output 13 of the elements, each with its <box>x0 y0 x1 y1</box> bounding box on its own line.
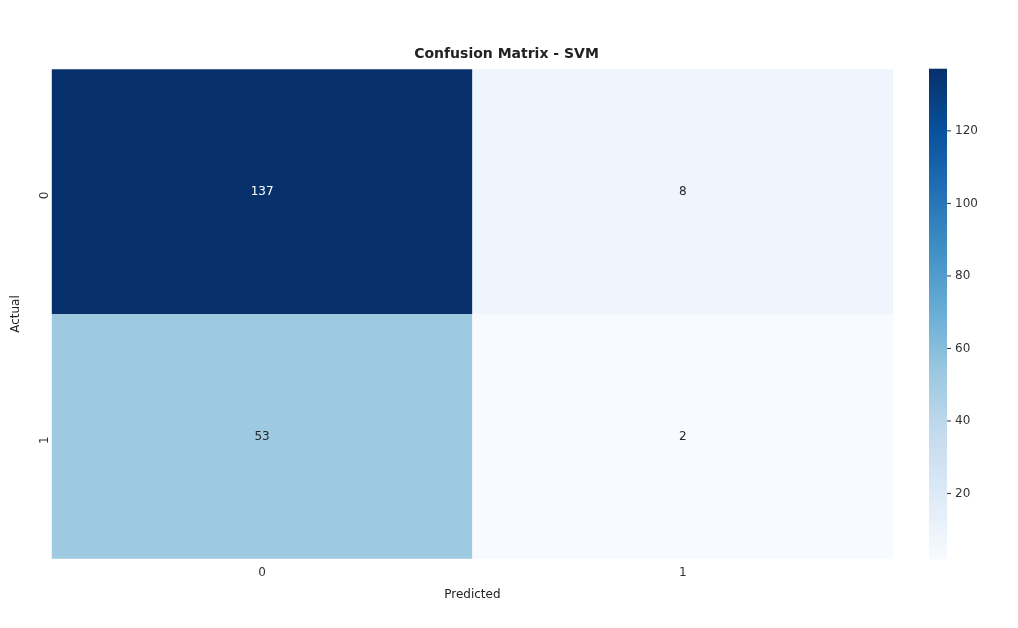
data-label: 2 <box>678 428 687 443</box>
data-label: 137 <box>250 183 274 198</box>
x-axis-title: Predicted <box>444 586 501 601</box>
color-bar-label: 100 <box>955 195 978 210</box>
color-bar-label: 40 <box>955 413 971 428</box>
data-label: 53 <box>254 428 270 443</box>
color-bar-label: 20 <box>955 485 971 500</box>
color-bar-label: 80 <box>955 268 971 283</box>
data-label: 8 <box>678 183 687 198</box>
y-axis-title: Actual <box>8 295 23 333</box>
chart-title: Confusion Matrix - SVM <box>414 45 599 62</box>
color-bar-label: 120 <box>955 122 978 137</box>
color-bar-label: 60 <box>955 340 971 355</box>
